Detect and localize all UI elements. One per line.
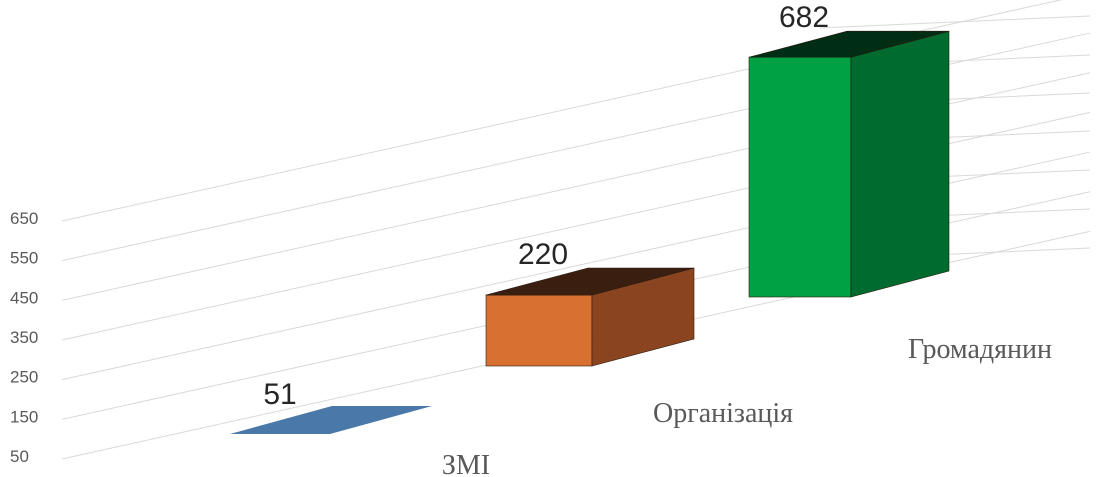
data-label-0: 51 [263, 378, 296, 411]
y-tick-label-550: 550 [10, 249, 38, 268]
bar-0 [230, 406, 432, 434]
bar-top-0 [230, 406, 432, 434]
category-label-2: Громадянин [908, 334, 1052, 365]
bar-side-2 [850, 30, 950, 298]
bar-front-2 [748, 56, 852, 298]
y-axis-ticks: 50 150 250 350 450 550 650 [10, 209, 38, 466]
y-tick-label-50: 50 [10, 447, 29, 466]
data-label-2: 682 [779, 1, 829, 34]
y-tick-label-450: 450 [10, 288, 38, 307]
y-tick-label-350: 350 [10, 328, 38, 347]
bar-front-1 [485, 294, 593, 367]
y-tick-label-650: 650 [10, 209, 38, 228]
category-label-1: Організація [653, 398, 793, 429]
bars [230, 30, 950, 434]
y-tick-label-150: 150 [10, 407, 38, 426]
bar-top-1 [485, 267, 695, 296]
back-gridline [819, 15, 1091, 29]
labels: 51 220 682 ЗМІ Організація Громадянин [263, 1, 1052, 477]
bar-1 [485, 267, 695, 367]
bar-2 [748, 30, 950, 298]
category-label-0: ЗМІ [442, 450, 490, 477]
bar-top-2 [748, 30, 950, 58]
data-label-1: 220 [518, 238, 568, 271]
y-tick-label-250: 250 [10, 368, 38, 387]
